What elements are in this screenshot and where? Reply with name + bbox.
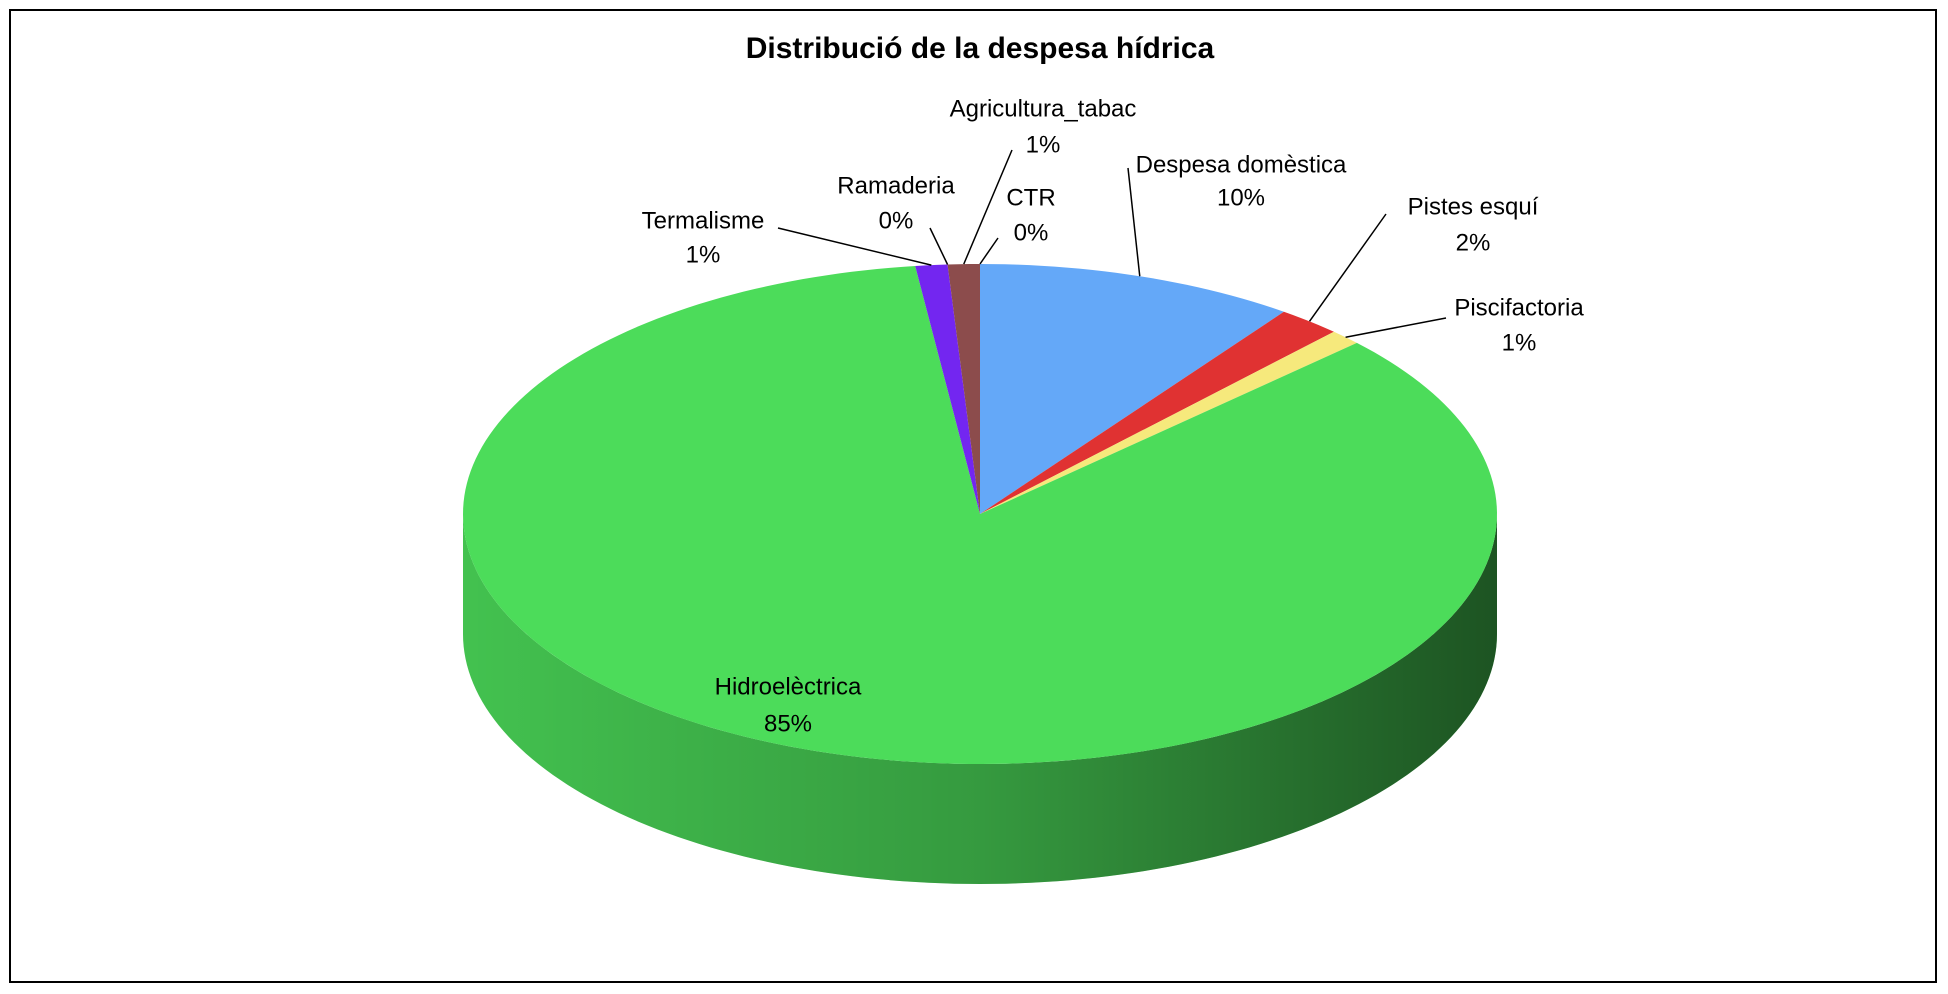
leader-line <box>963 149 1013 265</box>
chart-title: Distribució de la despesa hídrica <box>746 32 1215 65</box>
slice-label-value: 2% <box>1456 229 1491 256</box>
pie-slice <box>463 265 1497 764</box>
pie-slice <box>947 264 980 514</box>
pie-slice <box>980 331 1357 514</box>
slice-label-name: Ramaderia <box>837 172 955 199</box>
slice-label-name: Hidroelèctrica <box>715 673 862 700</box>
pie-tops <box>463 264 1497 764</box>
slice-label-value: 85% <box>764 710 812 737</box>
slice-label-name: Termalisme <box>642 207 765 234</box>
slice-label-value: 1% <box>1502 329 1537 356</box>
leader-line <box>979 237 999 265</box>
leader-line <box>1127 167 1141 277</box>
slice-label-name: Despesa domèstica <box>1136 151 1347 178</box>
slice-label-value: 0% <box>879 207 914 234</box>
leader-line <box>1345 317 1447 338</box>
slice-label-name: CTR <box>1006 184 1055 211</box>
slice-label-value: 1% <box>1026 131 1061 158</box>
pie-slice <box>980 311 1334 514</box>
leader-line <box>1308 213 1387 322</box>
slice-label-value: 10% <box>1217 184 1265 211</box>
slice-label-name: Piscifactoria <box>1454 294 1584 321</box>
leader-line <box>929 227 949 265</box>
slice-label-name: Agricultura_tabac <box>950 95 1137 122</box>
slice-side-shade <box>463 514 1497 884</box>
pie-labels: Despesa domèstica 10% Pistes esquí 2% Piscif… <box>642 95 1585 737</box>
slice-label-name: Pistes esquí <box>1408 193 1539 220</box>
pie-slice <box>980 264 1284 514</box>
slice-label-value: 1% <box>686 241 721 268</box>
leader-line <box>777 227 932 266</box>
pie-slice <box>915 264 980 514</box>
pie-sides <box>463 514 1497 884</box>
slice-label-value: 0% <box>1014 219 1049 246</box>
